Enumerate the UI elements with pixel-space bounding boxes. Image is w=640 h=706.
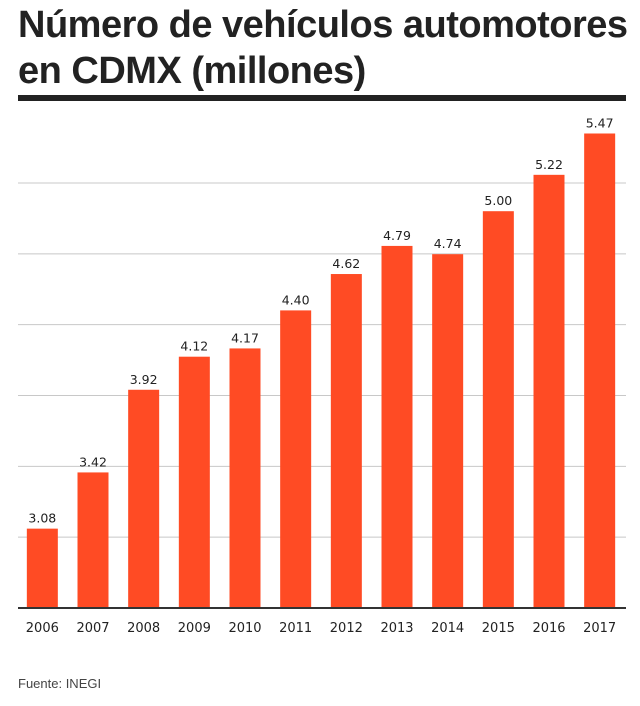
bar-2010 bbox=[229, 348, 261, 608]
x-tick-label-2014: 2014 bbox=[431, 621, 464, 636]
bar-2016 bbox=[533, 174, 565, 608]
bar-2015 bbox=[482, 211, 514, 608]
x-tick-label-2009: 2009 bbox=[178, 621, 211, 636]
bar-value-label-2013: 4.79 bbox=[383, 228, 411, 243]
bar-value-label-2017: 5.47 bbox=[586, 115, 614, 130]
bar-value-label-2008: 3.92 bbox=[130, 372, 158, 387]
x-tick-label-2010: 2010 bbox=[228, 621, 261, 636]
x-tick-label-2012: 2012 bbox=[330, 621, 363, 636]
bar-2011 bbox=[280, 310, 312, 608]
bar-value-labels: 3.08 3.42 3.92 4.12 4.17 4.40 4.62 4.79 4.74 5.00… bbox=[28, 115, 613, 525]
bar-value-label-2012: 4.62 bbox=[332, 256, 360, 271]
bar-value-label-2010: 4.17 bbox=[231, 330, 259, 345]
x-tick-label-2006: 2006 bbox=[26, 621, 59, 636]
bar-2013 bbox=[381, 245, 413, 609]
bars bbox=[26, 133, 616, 609]
bar-value-label-2011: 4.40 bbox=[282, 292, 310, 307]
bar-value-label-2009: 4.12 bbox=[180, 339, 208, 354]
title-underline bbox=[18, 95, 626, 101]
x-tick-label-2008: 2008 bbox=[127, 621, 160, 636]
x-tick-label-2017: 2017 bbox=[583, 621, 616, 636]
bar-2007 bbox=[77, 472, 109, 608]
bar-value-label-2014: 4.74 bbox=[434, 236, 462, 251]
bar-2014 bbox=[432, 254, 464, 609]
x-tick-label-2016: 2016 bbox=[532, 621, 565, 636]
chart-title: Número de vehículos automotores en CDMX … bbox=[18, 4, 628, 92]
bar-2008 bbox=[128, 389, 160, 608]
source-note: Fuente: INEGI bbox=[18, 676, 102, 691]
bar-2006 bbox=[26, 528, 58, 608]
bar-value-label-2015: 5.00 bbox=[484, 193, 512, 208]
x-tick-label-2013: 2013 bbox=[380, 621, 413, 636]
bar-2009 bbox=[178, 356, 210, 608]
gridlines bbox=[18, 182, 626, 538]
x-tick-label-2011: 2011 bbox=[279, 621, 312, 636]
bar-value-label-2007: 3.42 bbox=[79, 454, 107, 469]
x-tick-labels: 2006 2007 2008 2009 2010 2011 2012 2013 2014 2015… bbox=[26, 621, 616, 636]
bar-2017 bbox=[584, 133, 616, 608]
bar-value-label-2006: 3.08 bbox=[28, 511, 56, 526]
bar-value-label-2016: 5.22 bbox=[535, 157, 563, 172]
x-tick-label-2007: 2007 bbox=[76, 621, 109, 636]
x-tick-label-2015: 2015 bbox=[482, 621, 515, 636]
bar-2012 bbox=[330, 274, 362, 608]
